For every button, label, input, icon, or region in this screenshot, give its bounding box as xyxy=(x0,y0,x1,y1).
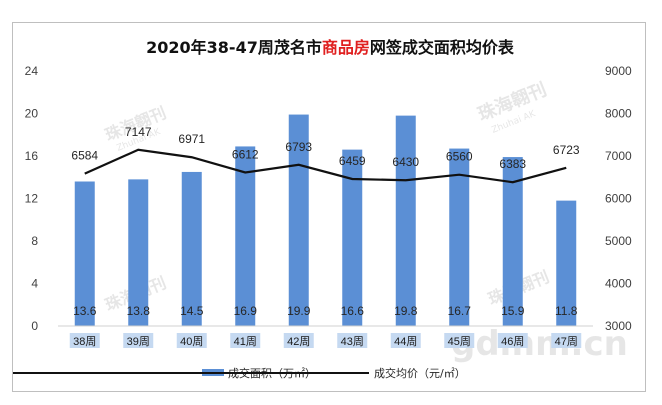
y-left-tick: 0 xyxy=(31,319,38,333)
category-label-bg xyxy=(176,333,207,348)
category-label: 45周 xyxy=(448,335,471,348)
y-left-tick: 24 xyxy=(25,64,39,78)
bar xyxy=(556,200,577,326)
y-left-tick: 20 xyxy=(25,107,39,121)
line-value-label: 6430 xyxy=(392,155,419,169)
category-label-bg xyxy=(123,333,154,348)
y-right-tick: 9000 xyxy=(605,64,632,78)
y-left-tick: 8 xyxy=(31,234,38,248)
bar-value-label: 11.8 xyxy=(555,304,578,318)
category-label-bg xyxy=(69,333,100,348)
bar xyxy=(235,146,256,326)
category-label: 44周 xyxy=(394,335,417,348)
y-right-tick: 3000 xyxy=(605,319,632,333)
bar xyxy=(288,114,309,326)
legend: 成交面积（万㎡） 成交均价（元/㎡） xyxy=(13,366,466,380)
axes: 38周 39周 40周 41周 42周 43周 44周 45周 46周 47周 0 4 8 12 16 20 2… xyxy=(25,64,632,348)
bar-value-label: 13.6 xyxy=(73,304,97,318)
bar-value-label: 16.9 xyxy=(234,304,258,318)
y-right-tick: 4000 xyxy=(605,277,632,291)
chart-title: 2020年38-47周茂名市商品房网签成交面积均价表 xyxy=(146,38,515,57)
bar xyxy=(128,179,149,326)
y-right-tick: 7000 xyxy=(605,149,632,163)
price-line xyxy=(84,148,567,184)
bar xyxy=(74,181,95,326)
chart-title-part3: 网签成交面积均价表 xyxy=(370,38,515,57)
line-value-label: 6584 xyxy=(71,149,98,163)
line-value-label: 6459 xyxy=(339,154,366,168)
bar-value-label: 14.5 xyxy=(180,304,204,318)
y-right-tick: 8000 xyxy=(605,107,632,121)
watermark-layer: 珠海翱刊 Zhuhai AK 珠海翱刊 Zhuhai AK 珠海翱刊 珠海翱刊 … xyxy=(102,78,627,364)
category-label-bg xyxy=(551,333,582,348)
line-value-label: 7147 xyxy=(125,125,152,139)
category-label-bg xyxy=(497,333,528,348)
category-label-bg xyxy=(230,333,261,348)
legend-line-label: 成交均价（元/㎡） xyxy=(374,366,466,380)
bar-value-label: 19.8 xyxy=(394,304,418,318)
bar xyxy=(342,149,363,326)
bar xyxy=(502,157,523,326)
y-left-tick: 4 xyxy=(31,277,38,291)
line-value-label: 6723 xyxy=(553,143,580,157)
category-label-bg xyxy=(283,333,314,348)
line-series xyxy=(84,148,567,184)
bar xyxy=(181,171,202,326)
data-labels: 13.6 13.8 14.5 16.9 19.9 16.6 19.8 16.7 15.9 11.8… xyxy=(71,125,580,318)
bar-value-label: 15.9 xyxy=(501,304,525,318)
category-label: 38周 xyxy=(73,335,96,348)
watermark-site: gdmm.cn xyxy=(451,324,628,364)
category-label: 40周 xyxy=(180,335,203,348)
bar-value-label: 16.6 xyxy=(341,304,365,318)
line-value-label: 6793 xyxy=(285,140,312,154)
category-label: 41周 xyxy=(234,335,257,348)
bar-value-label: 16.7 xyxy=(448,304,472,318)
category-label-bg xyxy=(337,333,368,348)
line-value-label: 6971 xyxy=(178,132,205,146)
line-value-label: 6560 xyxy=(446,150,473,164)
bar-value-label: 13.8 xyxy=(127,304,151,318)
category-label-bg xyxy=(444,333,475,348)
category-label: 39周 xyxy=(127,335,150,348)
bar-value-label: 19.9 xyxy=(287,304,311,318)
category-label-bg xyxy=(390,333,421,348)
y-right-tick: 6000 xyxy=(605,192,632,206)
category-label: 42周 xyxy=(287,335,310,348)
line-value-label: 6612 xyxy=(232,147,259,161)
combo-chart: 2020年38-47周茂名市商品房网签成交面积均价表 珠海翱刊 Zhuhai A… xyxy=(13,38,632,380)
y-left-tick: 12 xyxy=(25,192,39,206)
chart-title-part1: 2020年38-47周茂名市 xyxy=(146,38,322,57)
bar xyxy=(449,148,470,326)
bar-series xyxy=(74,114,577,326)
line-value-label: 6383 xyxy=(499,157,526,171)
chart-title-highlight: 商品房 xyxy=(322,38,370,57)
category-label: 46周 xyxy=(501,335,524,348)
bar xyxy=(395,115,416,326)
y-right-tick: 5000 xyxy=(605,234,632,248)
y-left-tick: 16 xyxy=(25,149,39,163)
chart-frame: 2020年38-47周茂名市商品房网签成交面积均价表 珠海翱刊 Zhuhai A… xyxy=(12,22,646,392)
category-label: 43周 xyxy=(341,335,364,348)
category-label: 47周 xyxy=(555,335,578,348)
